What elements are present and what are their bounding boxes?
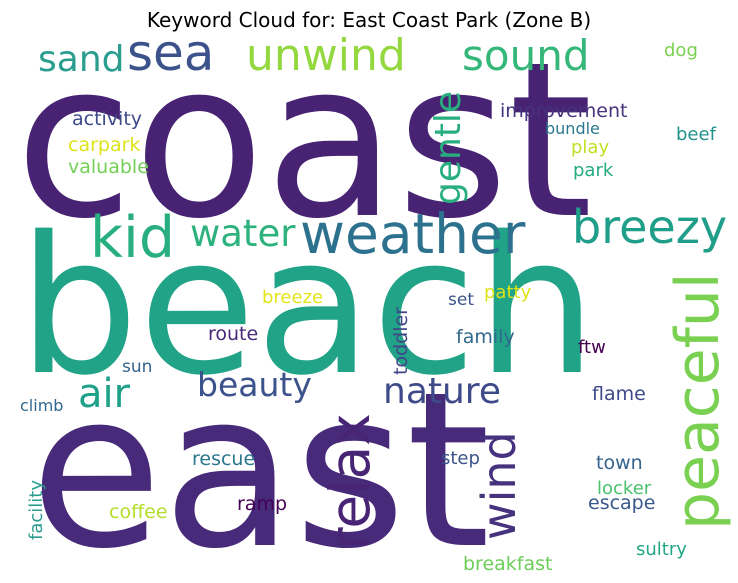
word-rescue: rescue — [192, 448, 255, 470]
word-climb: climb — [20, 396, 63, 415]
word-kid: kid — [90, 205, 175, 271]
word-valuable: valuable — [68, 156, 149, 178]
word-coffee: coffee — [109, 501, 168, 523]
word-weather: weather — [300, 202, 526, 266]
word-peaceful: peaceful — [663, 273, 733, 531]
word-flame: flame — [592, 383, 646, 405]
word-patty: patty — [484, 282, 532, 303]
word-air: air — [78, 371, 131, 417]
word-ftw: ftw — [578, 337, 606, 358]
word-relax: relax — [318, 413, 382, 550]
word-activity: activity — [72, 108, 142, 130]
word-carpark: carpark — [68, 134, 140, 156]
word-sultry: sultry — [636, 539, 687, 560]
word-sun: sun — [122, 357, 152, 377]
word-beef: beef — [676, 124, 717, 145]
word-improvement: improvement — [500, 100, 628, 122]
word-gentle: gentle — [428, 91, 469, 205]
word-breakfast: breakfast — [463, 553, 552, 575]
word-coast: coast — [15, 15, 593, 266]
word-family: family — [456, 326, 515, 348]
word-beauty: beauty — [197, 365, 312, 404]
word-breezy: breezy — [572, 200, 727, 254]
word-dog: dog — [664, 40, 698, 61]
word-nature: nature — [383, 371, 501, 412]
word-beach: beach — [18, 196, 597, 417]
word-park: park — [573, 160, 614, 181]
word-sand: sand — [38, 39, 124, 80]
word-set: set — [448, 290, 474, 310]
word-toddler: toddler — [390, 307, 412, 375]
word-bundle: bundle — [545, 119, 600, 138]
word-step: step — [441, 448, 480, 469]
word-play: play — [571, 137, 609, 158]
word-sound: sound — [462, 31, 589, 80]
chart-title: Keyword Cloud for: East Coast Park (Zone… — [147, 8, 591, 32]
word-town: town — [596, 452, 643, 474]
word-ramp: ramp — [237, 493, 287, 515]
word-facility: facility — [26, 480, 47, 540]
word-unwind: unwind — [246, 30, 406, 81]
word-wind: wind — [472, 431, 526, 540]
word-water: water — [190, 212, 296, 255]
word-east: east — [30, 345, 490, 583]
word-breeze: breeze — [262, 287, 323, 308]
word-locker: locker — [597, 478, 652, 499]
word-route: route — [208, 323, 258, 345]
word-escape: escape — [588, 492, 655, 514]
word-sea: sea — [127, 24, 214, 82]
